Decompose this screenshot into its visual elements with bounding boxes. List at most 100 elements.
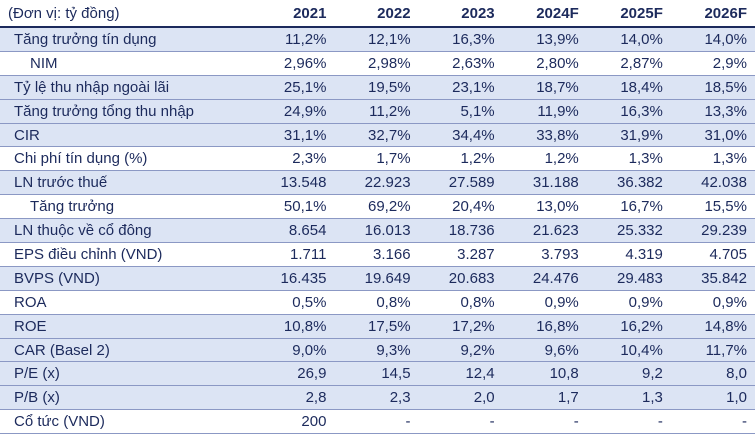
cell-value: 16,3%	[418, 27, 503, 52]
row-label: LN trước thuế	[0, 170, 251, 196]
cell-value: 20,4%	[418, 194, 503, 220]
cell-value: 9,6%	[502, 338, 587, 363]
year-header: 2021	[250, 0, 335, 28]
cell-value: 69,2%	[334, 194, 419, 220]
table-row: CIR 31,1% 32,7% 34,4% 33,8% 31,9% 31,0%	[0, 123, 755, 148]
cell-value: 16,8%	[502, 314, 587, 339]
cell-value: 4.319	[586, 242, 671, 267]
cell-value: 0,9%	[670, 290, 755, 315]
row-label: Cổ tức (VND)	[0, 409, 251, 435]
header-row: (Đơn vị: tỷ đồng) 2021 2022 2023 2024F 2…	[0, 0, 755, 28]
cell-value: 1,2%	[502, 146, 587, 172]
cell-value: 19,5%	[334, 75, 419, 100]
cell-value: 2,0	[418, 385, 503, 411]
row-label: CAR (Basel 2)	[0, 338, 251, 363]
cell-value: -	[334, 409, 419, 435]
cell-value: 8.654	[250, 218, 335, 244]
table-row: P/B (x) 2,8 2,3 2,0 1,7 1,3 1,0	[0, 385, 755, 411]
cell-value: -	[418, 409, 503, 435]
cell-value: 5,1%	[418, 99, 503, 124]
cell-value: 200	[250, 409, 335, 435]
table-row: ROE 10,8% 17,5% 17,2% 16,8% 16,2% 14,8%	[0, 314, 755, 339]
year-header: 2023	[418, 0, 503, 28]
cell-value: 11,7%	[670, 338, 755, 363]
cell-value: 25,1%	[250, 75, 335, 100]
cell-value: 16.013	[334, 218, 419, 244]
row-label: NIM	[0, 51, 251, 76]
cell-value: 23,1%	[418, 75, 503, 100]
row-label: ROE	[0, 314, 251, 339]
cell-value: 4.705	[670, 242, 755, 267]
cell-value: 18,4%	[586, 75, 671, 100]
year-header: 2025F	[586, 0, 671, 28]
table-row: LN trước thuế 13.548 22.923 27.589 31.188 36.…	[0, 170, 755, 196]
cell-value: 13,0%	[502, 194, 587, 220]
row-label: Tăng trưởng	[0, 194, 251, 220]
cell-value: 16.435	[250, 266, 335, 291]
cell-value: 13,3%	[670, 99, 755, 124]
cell-value: 34,4%	[418, 123, 503, 148]
cell-value: 3.287	[418, 242, 503, 267]
cell-value: 14,0%	[586, 27, 671, 52]
cell-value: -	[586, 409, 671, 435]
cell-value: 9,0%	[250, 338, 335, 363]
year-header: 2022	[334, 0, 419, 28]
cell-value: 1,3%	[586, 146, 671, 172]
table-row: P/E (x) 26,9 14,5 12,4 10,8 9,2 8,0	[0, 361, 755, 387]
cell-value: 1,2%	[418, 146, 503, 172]
cell-value: 10,8	[502, 361, 587, 387]
cell-value: 31,9%	[586, 123, 671, 148]
cell-value: 50,1%	[250, 194, 335, 220]
cell-value: 2,9%	[670, 51, 755, 76]
cell-value: 21.623	[502, 218, 587, 244]
table-row: Cổ tức (VND) 200- - - - -	[0, 409, 755, 435]
table-row: LN thuộc về cổ đông 8.654 16.013 18.736 21.6…	[0, 218, 755, 244]
cell-value: 0,5%	[250, 290, 335, 315]
table-row: EPS điều chỉnh (VND) 1.711 3.166 3.287 3.793…	[0, 242, 755, 267]
row-label: Tăng trưởng tín dụng	[0, 27, 251, 52]
cell-value: 2,3%	[250, 146, 335, 172]
year-header: 2026F	[670, 0, 755, 28]
unit-label: (Đơn vị: tỷ đồng)	[0, 0, 251, 28]
table-row: Tăng trưởng tín dụng 11,2% 12,1% 16,3% 13,9%…	[0, 27, 755, 52]
row-label: EPS điều chỉnh (VND)	[0, 242, 251, 267]
cell-value: 2,63%	[418, 51, 503, 76]
year-header: 2024F	[502, 0, 587, 28]
cell-value: 19.649	[334, 266, 419, 291]
cell-value: 12,4	[418, 361, 503, 387]
row-label: LN thuộc về cổ đông	[0, 218, 251, 244]
cell-value: 10,8%	[250, 314, 335, 339]
cell-value: 31.188	[502, 170, 587, 196]
cell-value: 2,87%	[586, 51, 671, 76]
table-row: BVPS (VND) 16.435 19.649 20.683 24.476 29.483…	[0, 266, 755, 291]
cell-value: 24,9%	[250, 99, 335, 124]
cell-value: 9,2%	[418, 338, 503, 363]
cell-value: 29.239	[670, 218, 755, 244]
cell-value: 0,8%	[334, 290, 419, 315]
cell-value: 13.548	[250, 170, 335, 196]
row-label: P/B (x)	[0, 385, 251, 411]
cell-value: 0,9%	[586, 290, 671, 315]
cell-value: 31,1%	[250, 123, 335, 148]
cell-value: 11,2%	[250, 27, 335, 52]
cell-value: 11,9%	[502, 99, 587, 124]
table-row: Chi phí tín dụng (%) 2,3% 1,7% 1,2% 1,2% 1,3%…	[0, 146, 755, 172]
row-label: CIR	[0, 123, 251, 148]
cell-value: 14,0%	[670, 27, 755, 52]
cell-value: 35.842	[670, 266, 755, 291]
row-label: Chi phí tín dụng (%)	[0, 146, 251, 172]
cell-value: 26,9	[250, 361, 335, 387]
cell-value: 2,3	[334, 385, 419, 411]
cell-value: 18,5%	[670, 75, 755, 100]
cell-value: 9,3%	[334, 338, 419, 363]
table-row: ROA 0,5% 0,8% 0,8% 0,9% 0,9% 0,9%	[0, 290, 755, 315]
row-label: P/E (x)	[0, 361, 251, 387]
cell-value: 29.483	[586, 266, 671, 291]
table-row: Tỷ lệ thu nhập ngoài lãi 25,1% 19,5% 23,1% 1…	[0, 75, 755, 100]
cell-value: 36.382	[586, 170, 671, 196]
row-label: ROA	[0, 290, 251, 315]
cell-value: 11,2%	[334, 99, 419, 124]
cell-value: 2,80%	[502, 51, 587, 76]
cell-value: 2,98%	[334, 51, 419, 76]
